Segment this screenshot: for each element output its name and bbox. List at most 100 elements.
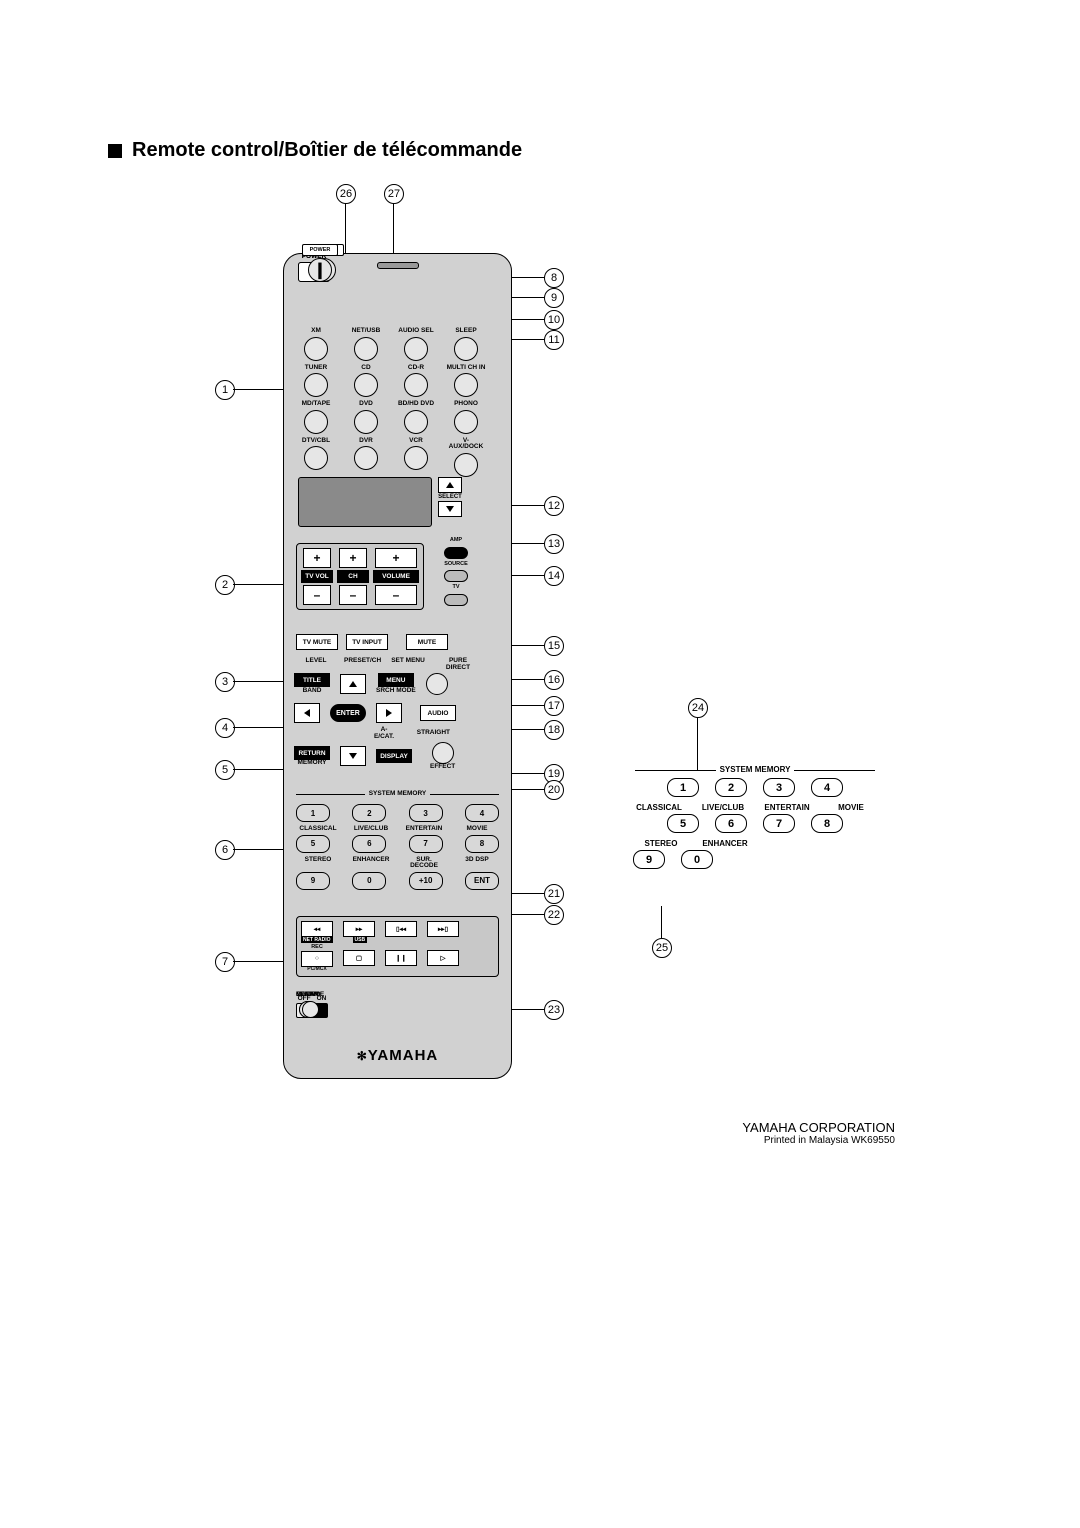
inset-num-7[interactable]: 7	[763, 814, 795, 833]
label-tvmode: TV	[452, 585, 459, 591]
callout-5: 5	[215, 760, 235, 780]
return-button[interactable]: RETURN	[294, 746, 330, 760]
mdtape-button[interactable]	[304, 410, 328, 434]
tv-mode-button[interactable]	[444, 594, 468, 606]
inset-sysmem-label: SYSTEM MEMORY	[716, 765, 795, 774]
inset-num-6[interactable]: 6	[715, 814, 747, 833]
callout-6: 6	[215, 840, 235, 860]
bdhddvd-button[interactable]	[404, 410, 428, 434]
audio-button[interactable]: AUDIO	[420, 705, 456, 721]
stop-button[interactable]: ▢	[343, 950, 375, 966]
nav-right-button[interactable]	[376, 703, 402, 723]
inset-num-4[interactable]: 4	[811, 778, 843, 797]
callout-14: 14	[544, 566, 564, 586]
mute-button[interactable]: MUTE	[406, 634, 448, 650]
play-button[interactable]: ▷	[427, 950, 459, 966]
num-4-button[interactable]: 4	[465, 804, 499, 822]
vol-up-button[interactable]: +	[375, 548, 417, 568]
num-2-button[interactable]: 2	[352, 804, 386, 822]
inset-num-3[interactable]: 3	[763, 778, 795, 797]
num-0-button[interactable]: 0	[352, 872, 386, 890]
select-up-button[interactable]	[438, 477, 462, 493]
menu-button[interactable]: MENU	[378, 673, 414, 687]
callout-13: 13	[544, 534, 564, 554]
label-presetch: PRESET/CH	[344, 658, 380, 671]
callout-3: 3	[215, 672, 235, 692]
cd-button[interactable]	[354, 373, 378, 397]
netusb-button[interactable]	[354, 337, 378, 361]
tuner-button[interactable]	[304, 373, 328, 397]
num-9-button[interactable]: 9	[296, 872, 330, 890]
multichin-button[interactable]	[454, 373, 478, 397]
amp-button[interactable]	[444, 547, 468, 559]
title-button[interactable]: TITLE	[294, 673, 330, 687]
label-rename: RENAME	[296, 992, 324, 999]
ch-up-button[interactable]: +	[339, 548, 367, 568]
effect-button[interactable]	[432, 742, 454, 764]
callout-20: 20	[544, 780, 564, 800]
inset-num-8[interactable]: 8	[811, 814, 843, 833]
inset-num-2[interactable]: 2	[715, 778, 747, 797]
dvd-button[interactable]	[354, 410, 378, 434]
enter-button[interactable]: ENTER	[330, 704, 366, 722]
inset-num-0[interactable]: 0	[681, 850, 713, 869]
pause-button[interactable]: ❙❙	[385, 950, 417, 966]
num-6-button[interactable]: 6	[352, 835, 386, 853]
sleep-button[interactable]	[454, 337, 478, 361]
audiosel-button[interactable]	[404, 337, 428, 361]
label-netusb: NET/USB	[352, 328, 381, 335]
label-amp: AMP	[450, 538, 462, 544]
xm-button[interactable]	[304, 337, 328, 361]
label-memory: MEMORY	[297, 760, 326, 767]
vol-down-button[interactable]: –	[375, 585, 417, 605]
num-5-button[interactable]: 5	[296, 835, 330, 853]
tvvol-down-button[interactable]: –	[303, 585, 331, 605]
nav-left-button[interactable]	[294, 703, 320, 723]
select-down-button[interactable]	[438, 501, 462, 517]
next-button[interactable]: ▸▸▯	[427, 921, 459, 937]
inset-label-movie: MOVIE	[823, 803, 879, 812]
label-level: LEVEL	[298, 658, 334, 671]
num-7-button[interactable]: 7	[409, 835, 443, 853]
tvmute-button[interactable]: TV MUTE	[296, 634, 338, 650]
source-button[interactable]	[444, 570, 468, 582]
power-button[interactable]: ❙	[308, 258, 332, 282]
num-ENT-button[interactable]: ENT	[465, 872, 499, 890]
inset-num-9[interactable]: 9	[633, 850, 665, 869]
label-setmenu: SET MENU	[390, 658, 426, 671]
dtvcbl-button[interactable]	[304, 446, 328, 470]
label-sysmem: SYSTEM MEMORY	[365, 790, 431, 797]
nav-down-button[interactable]	[340, 746, 366, 766]
vcr-button[interactable]	[404, 446, 428, 470]
num-8-button[interactable]: 8	[465, 835, 499, 853]
callout-27: 27	[384, 184, 404, 204]
ch-down-button[interactable]: –	[339, 585, 367, 605]
label-usb: USB	[353, 937, 368, 943]
label-mdtape: MD/TAPE	[302, 401, 331, 408]
num-+10-button[interactable]: +10	[409, 872, 443, 890]
nav-up-button[interactable]	[340, 674, 366, 694]
callout-11: 11	[544, 330, 564, 350]
num-3-button[interactable]: 3	[409, 804, 443, 822]
callout-26: 26	[336, 184, 356, 204]
inset-label-enhancer: ENHANCER	[697, 839, 753, 848]
tvvol-up-button[interactable]: +	[303, 548, 331, 568]
ff-button[interactable]: ▸▸	[343, 921, 375, 937]
num-1-button[interactable]: 1	[296, 804, 330, 822]
dvr-button[interactable]	[354, 446, 378, 470]
tvinput-button[interactable]: TV INPUT	[346, 634, 388, 650]
puredirect-button[interactable]	[426, 673, 448, 695]
label-cdr: CD-R	[408, 365, 424, 372]
vauxdock-button[interactable]	[454, 453, 478, 477]
rec-button[interactable]: ○	[301, 951, 333, 967]
prev-button[interactable]: ▯◂◂	[385, 921, 417, 937]
display-button[interactable]: DISPLAY	[376, 749, 412, 763]
phono-button[interactable]	[454, 410, 478, 434]
inset-num-1[interactable]: 1	[667, 778, 699, 797]
rename-button[interactable]	[302, 1001, 319, 1018]
inset-num-5[interactable]: 5	[667, 814, 699, 833]
brand-logo: ✻YAMAHA	[284, 1047, 511, 1064]
rew-button[interactable]: ◂◂	[301, 921, 333, 937]
label-vauxdock: V-AUX/DOCK	[446, 438, 486, 451]
cdr-button[interactable]	[404, 373, 428, 397]
